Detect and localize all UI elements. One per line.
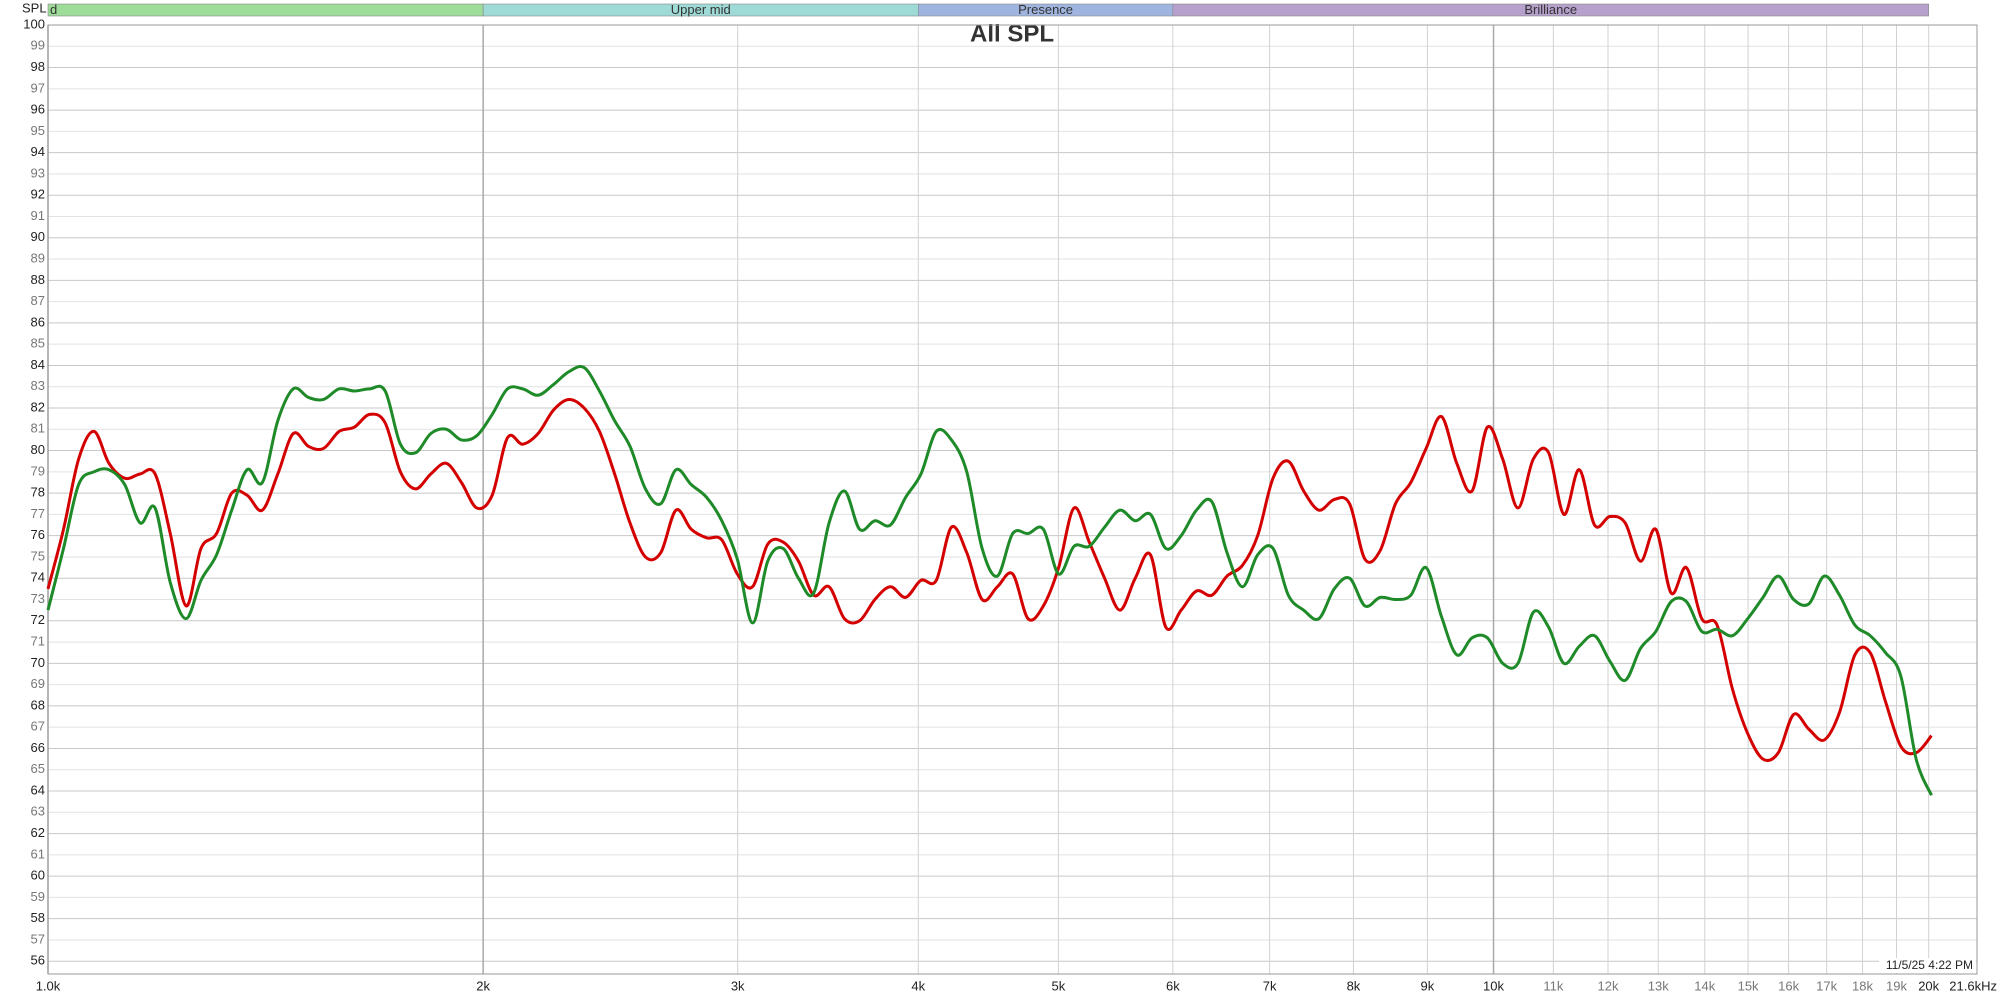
y-tick-label: 66 <box>31 740 45 755</box>
x-tick-label: 6k <box>1166 978 1180 993</box>
y-tick-label: 78 <box>31 485 45 500</box>
y-tick-label: 69 <box>31 676 45 691</box>
y-tick-label: 63 <box>31 804 45 819</box>
x-tick-label: 14k <box>1694 978 1715 993</box>
y-tick-label: 88 <box>31 272 45 287</box>
y-tick-label: 76 <box>31 527 45 542</box>
y-tick-label: 98 <box>31 59 45 74</box>
y-tick-label: 81 <box>31 421 45 436</box>
y-axis-label: SPL <box>22 0 47 15</box>
y-tick-label: 72 <box>31 612 45 627</box>
x-tick-label: 9k <box>1421 978 1435 993</box>
x-tick-label: 11k <box>1543 978 1563 993</box>
x-tick-label: 15k <box>1738 978 1759 993</box>
y-tick-label: 80 <box>31 442 45 457</box>
band-label: Upper mid <box>671 2 731 17</box>
series-line <box>46 397 1933 762</box>
timestamp-bg <box>1879 958 1976 973</box>
y-tick-label: 79 <box>31 463 45 478</box>
y-tick-label: 70 <box>31 655 45 670</box>
x-tick-label: 20k <box>1918 978 1939 993</box>
y-tick-label: 62 <box>31 825 45 840</box>
x-tick-label: 16k <box>1778 978 1799 993</box>
x-tick-label: 8k <box>1347 978 1361 993</box>
y-tick-label: 60 <box>31 868 45 883</box>
band-label: Presence <box>1018 2 1073 17</box>
y-tick-label: 56 <box>31 953 45 968</box>
y-tick-label: 86 <box>31 314 45 329</box>
timestamp-box: 11/5/25 4:22 PM <box>1879 958 1976 973</box>
y-tick-label: 57 <box>31 931 45 946</box>
y-tick-label: 85 <box>31 336 45 351</box>
y-tick-label: 74 <box>31 570 45 585</box>
y-tick-label: 58 <box>31 910 45 925</box>
band <box>1172 3 1929 17</box>
y-tick-label: 84 <box>31 357 45 372</box>
y-tick-label: 67 <box>31 719 45 734</box>
band-label: Brilliance <box>1524 2 1577 17</box>
band <box>47 3 484 17</box>
y-tick-label: 65 <box>31 761 45 776</box>
y-tick-label: 92 <box>31 187 45 202</box>
y-tick-label: 89 <box>31 250 45 265</box>
y-tick-label: 100 <box>23 16 45 31</box>
series-line <box>46 365 1933 796</box>
grid <box>47 24 1978 974</box>
x-tick-label: 4k <box>911 978 925 993</box>
x-tick-label: 17k <box>1816 978 1837 993</box>
y-tick-label: 96 <box>31 102 45 117</box>
y-tick-label: 77 <box>31 506 45 521</box>
y-tick-label: 97 <box>31 80 45 95</box>
x-tick-label: 13k <box>1648 978 1669 993</box>
y-tick-label: 93 <box>31 165 45 180</box>
x-tick-label: 5k <box>1052 978 1066 993</box>
y-tick-label: 73 <box>31 591 45 606</box>
y-tick-label: 82 <box>31 399 45 414</box>
x-tick-label: 10k <box>1483 978 1504 993</box>
x-tick-label: 19k <box>1886 978 1907 993</box>
x-tick-label: 3k <box>731 978 745 993</box>
x-tick-label: 2k <box>476 978 490 993</box>
chart-title: All SPL <box>970 20 1054 47</box>
x-tick-label: 1.0k <box>36 978 61 993</box>
x-tick-label: 12k <box>1598 978 1619 993</box>
y-tick-label: 94 <box>31 144 45 159</box>
y-tick-label: 91 <box>31 208 45 223</box>
x-tick-label: 21.6kHz <box>1949 978 1997 993</box>
y-tick-label: 64 <box>31 782 45 797</box>
band-label: d <box>50 2 57 17</box>
x-tick-label: 7k <box>1263 978 1277 993</box>
y-tick-label: 68 <box>31 697 45 712</box>
y-tick-label: 75 <box>31 548 45 563</box>
y-tick-label: 71 <box>31 634 45 649</box>
y-tick-label: 87 <box>31 293 45 308</box>
x-tick-label: 18k <box>1852 978 1873 993</box>
plot-frame <box>47 24 1978 975</box>
timestamp: 11/5/25 4:22 PM <box>1886 958 1973 972</box>
y-tick-label: 83 <box>31 378 45 393</box>
y-tick-label: 61 <box>31 846 45 861</box>
y-tick-label: 90 <box>31 229 45 244</box>
y-tick-label: 95 <box>31 123 45 138</box>
y-tick-label: 99 <box>31 38 45 53</box>
y-tick-label: 59 <box>31 889 45 904</box>
